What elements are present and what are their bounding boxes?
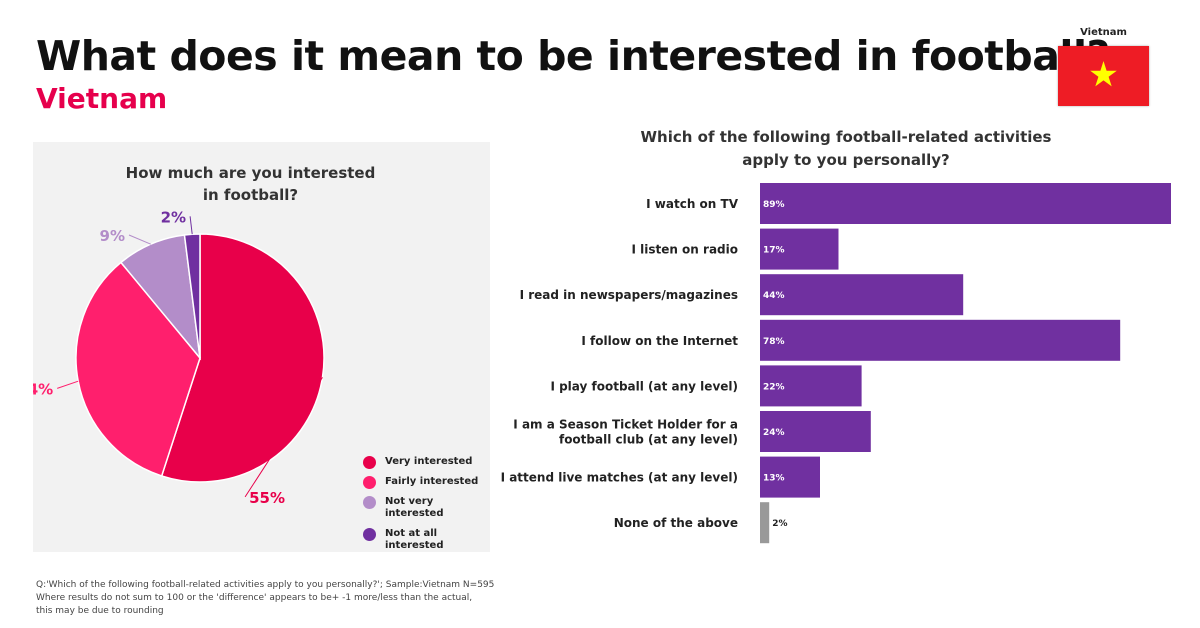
bar-category-label: I attend live matches (at any level): [501, 471, 738, 485]
pie-leader-line: [189, 216, 193, 235]
bar-category-label: I play football (at any level): [550, 379, 738, 393]
legend-label: Very interested: [385, 456, 473, 467]
legend-item: Not at all interested: [363, 528, 495, 552]
pie-leader-line: [244, 377, 323, 498]
bar-title-line: apply to you personally?: [742, 151, 950, 169]
bar-category-label: None of the above: [614, 516, 738, 530]
legend-label: Not at all: [385, 528, 438, 539]
vietnam-flag-icon: [1058, 46, 1149, 106]
pie-value-label: 55%: [249, 489, 285, 507]
pie-chart-title: How much are you interested in football?: [33, 162, 468, 206]
bar-value-label: 44%: [763, 291, 785, 301]
page-subtitle: Vietnam: [36, 82, 168, 115]
bar-value-label: 22%: [763, 382, 785, 392]
bar-value-label: 24%: [763, 428, 785, 438]
pie-value-label: 34%: [33, 380, 53, 398]
pie-title-line: How much are you interested: [125, 164, 376, 182]
bar: [760, 411, 871, 452]
legend-swatch: [363, 528, 376, 541]
footnote-line: Q:'Which of the following football-relat…: [36, 580, 495, 590]
legend-label: interested: [385, 540, 444, 551]
bar-value-label: 13%: [763, 474, 785, 484]
pie-slice-not-at-all-interested: [183, 233, 201, 359]
flag-star: [1090, 61, 1117, 87]
legend-swatch: [363, 456, 376, 469]
legend-label: Fairly interested: [385, 476, 479, 487]
pie-slice-fairly-interested: [75, 261, 201, 477]
bar-title-line: Which of the following football-related …: [640, 128, 1052, 146]
bar-category-label: I read in newspapers/magazines: [520, 288, 738, 302]
bar: [760, 502, 770, 544]
bar: [760, 183, 1171, 224]
flag-label: Vietnam: [1080, 27, 1127, 38]
pie-leader-line: [57, 380, 79, 389]
legend-swatch: [363, 496, 376, 509]
pie-chart-panel: How much are you interested in football?…: [33, 142, 490, 552]
bar-value-label: 2%: [772, 519, 787, 529]
legend-item: Fairly interested: [363, 476, 495, 489]
footnote: Q:'Which of the following football-relat…: [36, 579, 494, 618]
legend-swatch: [363, 476, 376, 489]
bar-value-label: 89%: [763, 200, 785, 210]
bar-value-label: 78%: [763, 337, 785, 347]
pie-value-label: 9%: [100, 227, 125, 245]
pie-leader-line: [128, 234, 151, 245]
bar-category-label: I watch on TV: [646, 197, 739, 211]
legend-item: Very interested: [363, 456, 495, 469]
pie-legend: Very interested Fairly interested Not very…: [363, 456, 495, 560]
bar: [760, 319, 1121, 361]
pie-chart: 55% 34% 9% 2%: [33, 208, 325, 507]
page-title: What does it mean to be interested in fo…: [36, 32, 1110, 80]
bar-value-label: 17%: [763, 246, 785, 256]
legend-item: Not very interested: [363, 496, 495, 520]
bar-category-label: I am a Season Ticket Holder for a: [513, 418, 738, 432]
footnote-line: Where results do not sum to 100 or the '…: [36, 593, 473, 603]
pie-title-line: in football?: [202, 186, 299, 204]
legend-label: Not very interested: [385, 496, 444, 519]
bar: [760, 365, 862, 407]
bar: [760, 228, 839, 270]
bar: [760, 274, 964, 316]
bar-category-label: I listen on radio: [631, 243, 738, 257]
pie-value-label: 2%: [161, 208, 186, 226]
bar-category-label: I follow on the Internet: [581, 334, 738, 348]
bar: [760, 456, 820, 498]
footnote-line: this may be due to rounding: [36, 606, 164, 616]
bar-chart-title: Which of the following football-related …: [620, 126, 1072, 172]
bar-category-label: football club (at any level): [559, 433, 738, 447]
